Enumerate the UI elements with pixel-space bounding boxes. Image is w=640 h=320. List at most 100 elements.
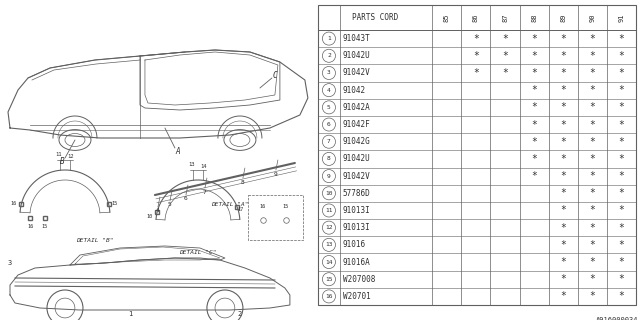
Text: *: * <box>589 51 595 61</box>
Text: *: * <box>589 274 595 284</box>
Text: 12: 12 <box>325 225 333 230</box>
Text: 91042G: 91042G <box>343 137 371 146</box>
Text: 15: 15 <box>42 223 48 228</box>
Text: 91013I: 91013I <box>343 206 371 215</box>
Text: 8: 8 <box>327 156 331 161</box>
Text: *: * <box>589 171 595 181</box>
Text: *: * <box>560 223 566 233</box>
Text: *: * <box>618 257 625 267</box>
Text: 91016A: 91016A <box>343 258 371 267</box>
Text: *: * <box>589 34 595 44</box>
Text: *: * <box>618 102 625 112</box>
Text: *: * <box>618 188 625 198</box>
Text: *: * <box>589 223 595 233</box>
Text: 91042A: 91042A <box>343 103 371 112</box>
Text: *: * <box>502 34 508 44</box>
Text: PARTS CORD: PARTS CORD <box>352 13 398 22</box>
Text: *: * <box>618 205 625 215</box>
Text: *: * <box>560 34 566 44</box>
Text: *: * <box>618 137 625 147</box>
Text: C: C <box>273 70 277 79</box>
Text: 91042V: 91042V <box>343 172 371 180</box>
Text: *: * <box>531 68 537 78</box>
Text: 13: 13 <box>325 242 333 247</box>
Text: 16: 16 <box>10 201 17 206</box>
Text: 16: 16 <box>27 223 33 228</box>
Text: 5: 5 <box>168 203 172 207</box>
Text: 91043T: 91043T <box>343 34 371 43</box>
Text: 3: 3 <box>327 70 331 76</box>
Text: 91042U: 91042U <box>343 155 371 164</box>
Text: 6: 6 <box>184 196 188 202</box>
Text: 15: 15 <box>283 204 289 210</box>
Text: B: B <box>60 157 64 166</box>
Text: 17: 17 <box>238 207 244 212</box>
Text: *: * <box>502 68 508 78</box>
Text: *: * <box>618 34 625 44</box>
Text: *: * <box>502 51 508 61</box>
Text: 90: 90 <box>589 13 595 22</box>
Text: DETAIL "C": DETAIL "C" <box>179 250 217 254</box>
Text: 11: 11 <box>325 208 333 213</box>
Text: *: * <box>618 223 625 233</box>
Text: *: * <box>531 102 537 112</box>
Text: 91042U: 91042U <box>343 51 371 60</box>
Text: 14: 14 <box>201 164 207 170</box>
Text: *: * <box>618 68 625 78</box>
Text: 10: 10 <box>325 191 333 196</box>
Text: *: * <box>560 274 566 284</box>
Text: 1: 1 <box>327 36 331 41</box>
Text: *: * <box>560 102 566 112</box>
Text: *: * <box>560 85 566 95</box>
Text: 4: 4 <box>156 209 160 213</box>
Text: 5: 5 <box>327 105 331 110</box>
Text: 87: 87 <box>502 13 508 22</box>
Text: A916000034: A916000034 <box>595 317 638 320</box>
Text: *: * <box>560 171 566 181</box>
Text: *: * <box>560 51 566 61</box>
Text: 91: 91 <box>618 13 625 22</box>
Text: DETAIL "A": DETAIL "A" <box>211 203 249 207</box>
Text: *: * <box>618 240 625 250</box>
Text: *: * <box>531 120 537 130</box>
Text: *: * <box>560 188 566 198</box>
Text: 91042F: 91042F <box>343 120 371 129</box>
Bar <box>248 195 303 240</box>
Text: *: * <box>589 68 595 78</box>
Text: 91013I: 91013I <box>343 223 371 232</box>
Text: 9: 9 <box>274 172 278 177</box>
Text: 7: 7 <box>327 139 331 144</box>
Text: *: * <box>560 205 566 215</box>
Text: *: * <box>589 102 595 112</box>
Text: 7: 7 <box>203 189 207 195</box>
Text: 13: 13 <box>189 162 195 166</box>
Text: 57786D: 57786D <box>343 189 371 198</box>
Text: 12: 12 <box>68 155 74 159</box>
Text: *: * <box>531 171 537 181</box>
Text: *: * <box>618 120 625 130</box>
Text: 88: 88 <box>531 13 537 22</box>
Text: *: * <box>589 205 595 215</box>
Text: *: * <box>531 34 537 44</box>
Text: W207008: W207008 <box>343 275 375 284</box>
Text: *: * <box>618 85 625 95</box>
Text: *: * <box>531 137 537 147</box>
Text: *: * <box>618 51 625 61</box>
Text: 91042V: 91042V <box>343 68 371 77</box>
Text: *: * <box>560 257 566 267</box>
Text: 91016: 91016 <box>343 240 366 249</box>
Text: *: * <box>473 34 479 44</box>
Text: *: * <box>531 51 537 61</box>
Text: *: * <box>618 171 625 181</box>
Text: *: * <box>589 188 595 198</box>
Text: 6: 6 <box>327 122 331 127</box>
Text: 16: 16 <box>325 294 333 299</box>
Text: 89: 89 <box>560 13 566 22</box>
Text: *: * <box>589 240 595 250</box>
Text: *: * <box>589 154 595 164</box>
Text: 85: 85 <box>444 13 450 22</box>
Text: A: A <box>175 148 180 156</box>
Text: 10: 10 <box>146 214 152 219</box>
Text: *: * <box>531 154 537 164</box>
Text: *: * <box>560 292 566 301</box>
